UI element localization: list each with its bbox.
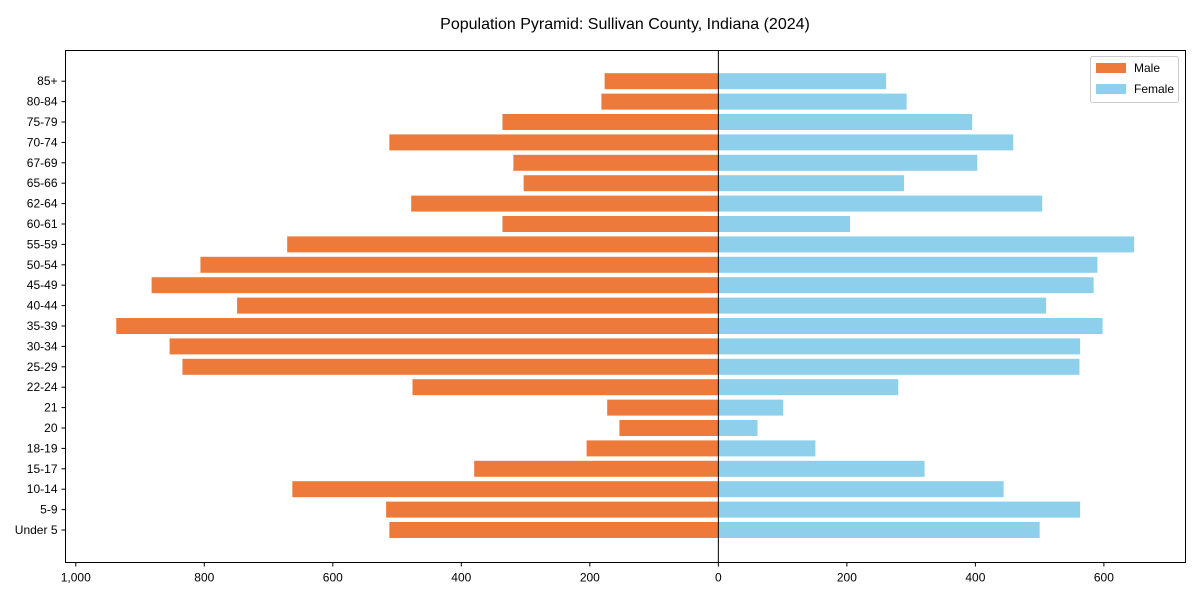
- x-tick-label: 400: [965, 571, 985, 585]
- x-tick-label: 600: [1094, 571, 1114, 585]
- bar-female-55-59: [718, 236, 1135, 253]
- bar-female-70-74: [718, 134, 1014, 151]
- y-tick-label: 22-24: [27, 380, 58, 394]
- y-tick-label: 20: [44, 421, 58, 435]
- legend-label-male: Male: [1134, 61, 1160, 75]
- bar-female-45-49: [718, 277, 1094, 294]
- y-tick-label: 10-14: [27, 482, 58, 496]
- y-tick-label: 75-79: [27, 115, 58, 129]
- bar-male-under-5: [389, 522, 719, 538]
- y-tick-label: 50-54: [27, 258, 58, 272]
- legend-swatch-female: [1096, 84, 1126, 94]
- bar-male-45-49: [151, 277, 719, 294]
- y-tick-label: 80-84: [27, 95, 58, 109]
- bar-female-80-84: [718, 93, 907, 110]
- bar-male-60-61: [502, 216, 719, 232]
- bar-female-15-17: [718, 460, 925, 477]
- bar-female-25-29: [718, 358, 1080, 375]
- y-tick-label: 40-44: [27, 299, 58, 313]
- bar-male-65-66: [523, 175, 719, 192]
- y-tick-label: 21: [44, 401, 58, 415]
- bar-male-20: [619, 420, 719, 436]
- bar-female-18-19: [718, 440, 816, 457]
- bar-female-40-44: [718, 297, 1047, 314]
- bar-female-50-54: [718, 256, 1098, 273]
- bar-female-5-9: [718, 501, 1081, 518]
- chart-title: Population Pyramid: Sullivan County, Ind…: [440, 16, 810, 33]
- y-tick-label: 25-29: [27, 360, 58, 374]
- bar-male-70-74: [389, 134, 719, 151]
- legend-label-female: Female: [1134, 82, 1174, 96]
- x-tick-label: 400: [451, 571, 471, 585]
- bar-male-50-54: [200, 256, 719, 273]
- y-tick-label: 18-19: [27, 441, 58, 455]
- bar-male-10-14: [292, 481, 719, 498]
- y-tick-label: 15-17: [27, 462, 58, 476]
- bar-female-75-79: [718, 114, 973, 130]
- y-tick-label: Under 5: [15, 523, 58, 537]
- x-tick-label: 200: [580, 571, 600, 585]
- bar-female-under-5: [718, 522, 1040, 538]
- x-tick-label: 1,000: [61, 571, 91, 585]
- bar-female-60-61: [718, 216, 851, 232]
- x-tick-label: 600: [323, 571, 343, 585]
- bar-male-5-9: [386, 501, 719, 518]
- y-tick-label: 67-69: [27, 156, 58, 170]
- y-tick-label: 85+: [37, 74, 57, 88]
- plot-frame: [65, 50, 1186, 563]
- y-tick-label: 65-66: [27, 176, 58, 190]
- y-tick-label: 55-59: [27, 237, 58, 251]
- bar-male-75-79: [502, 114, 719, 130]
- x-tick-label: 800: [194, 571, 214, 585]
- y-tick-label: 30-34: [27, 339, 58, 353]
- bar-male-80-84: [601, 93, 719, 110]
- bar-female-35-39: [718, 318, 1103, 334]
- y-tick-label: 5-9: [40, 503, 58, 517]
- bar-male-22-24: [412, 379, 719, 396]
- legend: Male Female: [1090, 56, 1179, 103]
- y-tick-label: 35-39: [27, 319, 58, 333]
- bar-male-15-17: [474, 460, 719, 477]
- bar-male-35-39: [116, 318, 719, 334]
- bar-female-30-34: [718, 338, 1081, 355]
- bar-male-55-59: [287, 236, 719, 253]
- bar-male-67-69: [513, 154, 719, 171]
- bar-female-21: [718, 399, 784, 416]
- bar-female-85+: [718, 73, 887, 90]
- x-tick-label: 0: [715, 571, 722, 585]
- bar-male-21: [607, 399, 719, 416]
- legend-swatch-male: [1096, 63, 1126, 73]
- x-tick-label: 200: [837, 571, 857, 585]
- bar-female-20: [718, 420, 758, 436]
- bar-female-65-66: [718, 175, 905, 192]
- bar-female-10-14: [718, 481, 1004, 498]
- y-tick-label: 45-49: [27, 278, 58, 292]
- bar-male-85+: [604, 73, 719, 90]
- bar-female-22-24: [718, 379, 899, 396]
- bar-male-18-19: [586, 440, 719, 457]
- y-tick-label: 70-74: [27, 135, 58, 149]
- bar-male-40-44: [237, 297, 719, 314]
- bar-male-62-64: [411, 195, 719, 212]
- bar-female-62-64: [718, 195, 1043, 212]
- bar-female-67-69: [718, 154, 978, 171]
- bar-male-25-29: [182, 358, 719, 375]
- bar-male-30-34: [169, 338, 719, 355]
- y-tick-label: 60-61: [27, 217, 58, 231]
- y-tick-label: 62-64: [27, 197, 58, 211]
